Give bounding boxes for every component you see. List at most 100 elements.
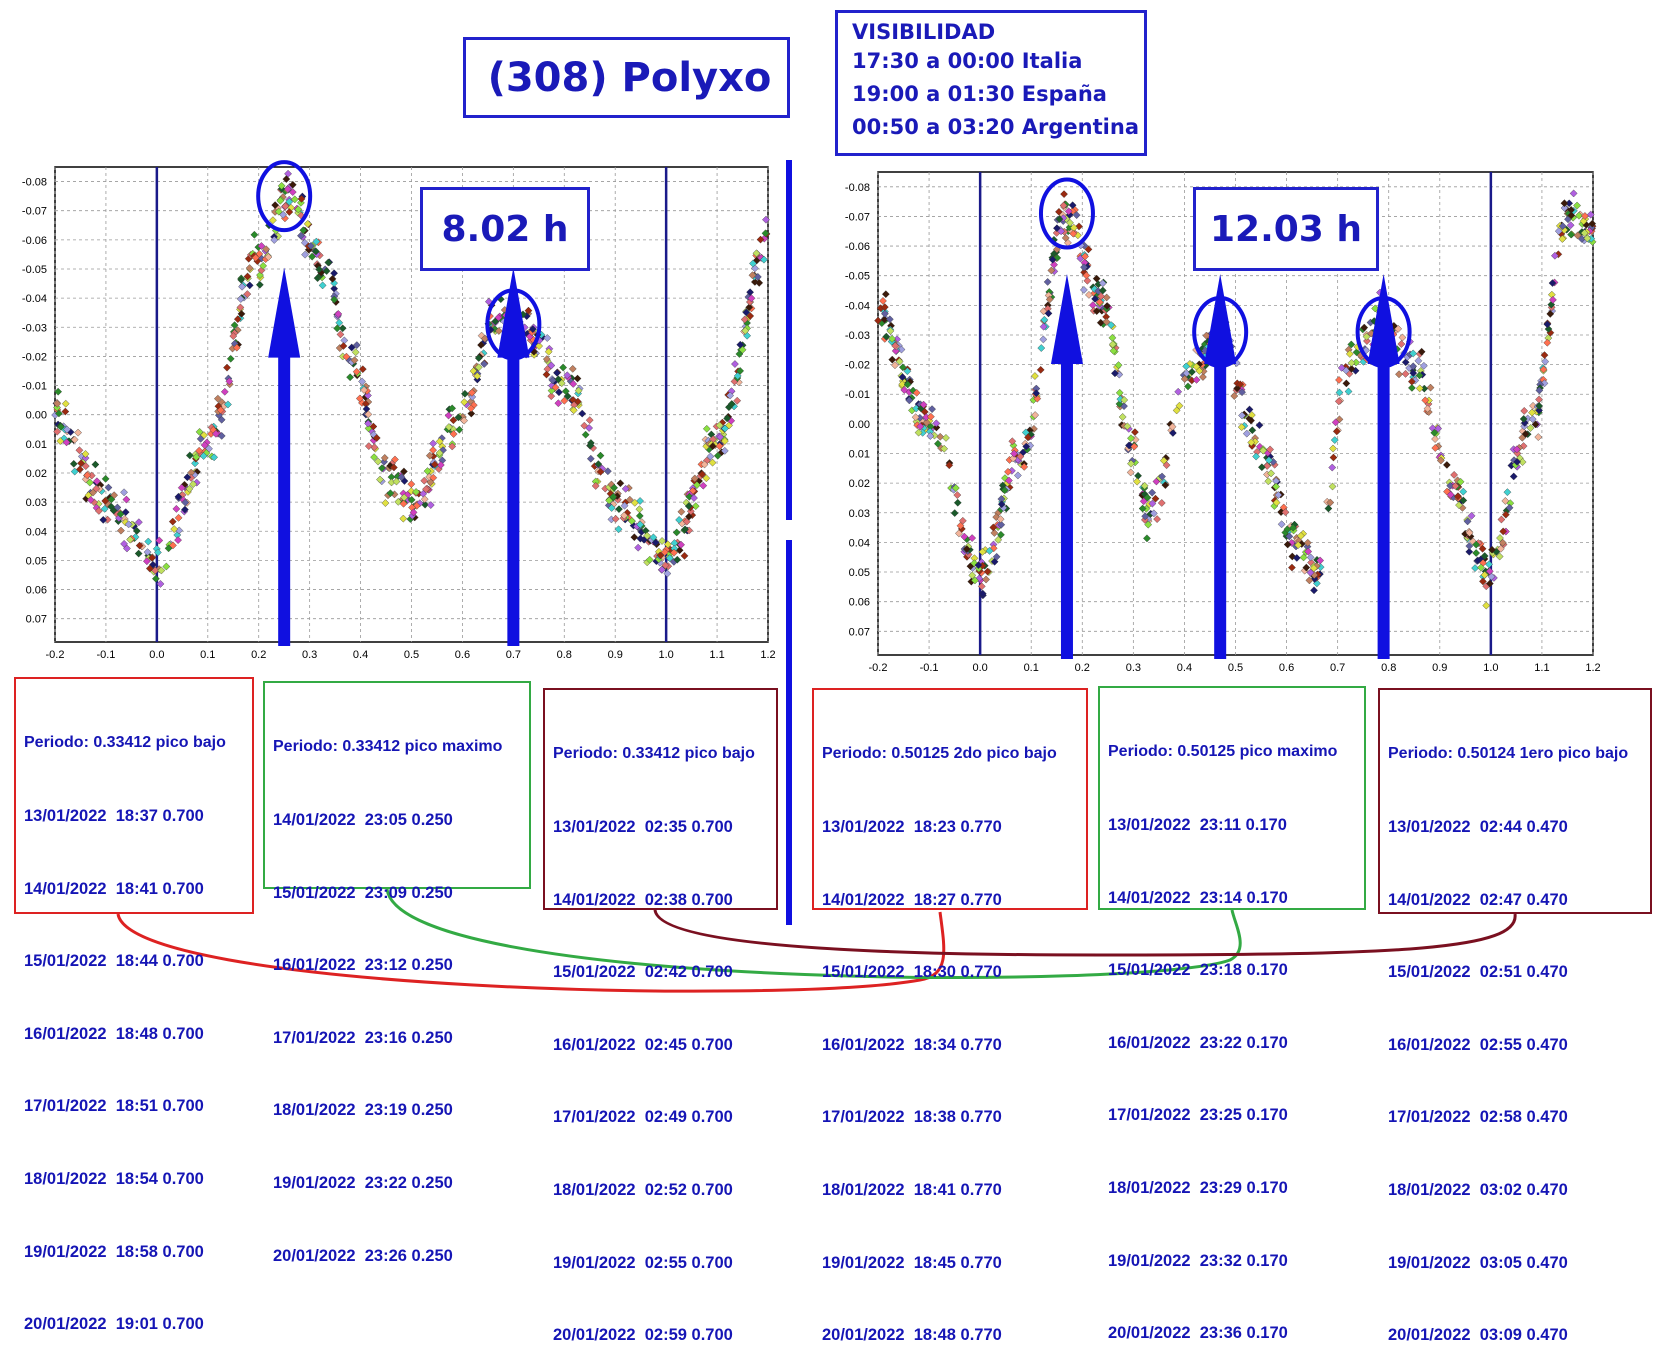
table-row: 13/01/2022 02:35 0.700: [553, 818, 733, 837]
y-tick-label: -0.02: [845, 360, 870, 372]
arrow-shaft: [1214, 324, 1227, 659]
data-point: [1423, 404, 1432, 413]
data-point: [233, 315, 242, 324]
data-point: [255, 280, 264, 289]
data-point: [672, 528, 681, 537]
data-point: [360, 386, 368, 394]
data-point: [874, 316, 882, 325]
data-point: [636, 520, 645, 529]
data-point: [1540, 351, 1549, 359]
data-point: [83, 471, 92, 480]
data-point: [569, 380, 578, 388]
data-point: [420, 495, 429, 504]
data-point: [675, 516, 684, 524]
data-point: [1513, 458, 1522, 466]
y-tick-label: 0.00: [26, 410, 47, 422]
x-tick-label: 0.8: [1381, 662, 1396, 674]
data-point: [1264, 477, 1273, 486]
data-point: [983, 567, 992, 576]
arrow-head: [1050, 274, 1083, 365]
data-point: [1180, 375, 1189, 383]
data-point: [656, 551, 665, 560]
data-point: [1131, 428, 1139, 437]
data-point: [1080, 286, 1088, 294]
data-point: [75, 446, 84, 455]
data-point: [974, 561, 983, 569]
data-point: [1495, 552, 1504, 561]
data-point: [685, 492, 694, 501]
data-point: [643, 531, 651, 540]
data-point: [1144, 520, 1153, 529]
data-point: [726, 391, 734, 400]
data-point: [953, 491, 962, 499]
x-tick-label: -0.1: [96, 649, 115, 661]
data-point: [1443, 487, 1451, 496]
data-point: [378, 464, 386, 473]
data-point: [342, 352, 351, 361]
data-point: [259, 261, 268, 270]
data-point: [596, 467, 605, 476]
data-point: [355, 394, 364, 403]
data-point: [257, 242, 266, 250]
data-point: [1103, 302, 1111, 310]
data-point: [251, 253, 260, 262]
table-row: 18/01/2022 23:29 0.170: [1108, 1179, 1288, 1198]
data-point: [121, 508, 130, 517]
data-point: [1020, 463, 1029, 471]
data-point: [455, 425, 464, 434]
data-point: [747, 294, 756, 303]
data-point: [1151, 494, 1160, 503]
data-point: [673, 555, 682, 564]
data-point: [1371, 304, 1380, 313]
data-point: [124, 520, 133, 529]
data-point: [1329, 444, 1337, 453]
data-point: [1120, 396, 1129, 404]
data-point: [1488, 545, 1496, 554]
data-point: [449, 430, 458, 438]
y-tick-label: 0.05: [26, 555, 47, 567]
data-point: [312, 247, 320, 256]
data-point: [350, 356, 359, 365]
table-row: 15/01/2022 23:18 0.170: [1108, 961, 1288, 980]
y-tick-label: -0.07: [22, 206, 47, 218]
data-point: [53, 403, 61, 412]
data-point: [1474, 556, 1482, 565]
data-point: [1501, 497, 1510, 505]
data-point: [1485, 560, 1493, 569]
table-row: 20/01/2022 03:09 0.470: [1388, 1326, 1568, 1345]
data-point: [1465, 528, 1474, 537]
data-point: [420, 476, 429, 485]
table-row: 15/01/2022 23:09 0.250: [273, 883, 453, 902]
data-point: [1549, 295, 1557, 304]
y-tick-label: 0.05: [849, 567, 870, 579]
data-point: [423, 467, 432, 476]
data-point: [1050, 260, 1058, 269]
data-point: [1397, 340, 1406, 348]
data-point: [554, 375, 563, 384]
table-row: 13/01/2022 18:37 0.700: [24, 807, 204, 826]
data-point: [745, 303, 754, 312]
data-point: [1496, 544, 1505, 553]
data-point: [394, 497, 403, 506]
data-point: [990, 529, 999, 537]
data-point: [153, 548, 162, 557]
data-point: [985, 546, 994, 555]
data-point: [1141, 512, 1150, 521]
connector-maroon: [653, 909, 1517, 957]
data-point: [888, 334, 896, 343]
data-point: [245, 264, 254, 272]
data-point: [277, 181, 286, 190]
data-point: [1297, 531, 1305, 540]
data-point: [911, 413, 920, 422]
data-point: [1133, 477, 1141, 486]
table-row: 18/01/2022 18:54 0.700: [24, 1170, 204, 1189]
data-point: [1352, 348, 1361, 357]
data-point: [1000, 486, 1009, 495]
data-point: [702, 474, 711, 483]
data-point: [1579, 217, 1588, 226]
data-point: [391, 455, 399, 464]
data-point: [77, 459, 85, 468]
data-point: [1334, 397, 1343, 406]
data-point: [1066, 218, 1074, 227]
data-point: [693, 481, 701, 489]
